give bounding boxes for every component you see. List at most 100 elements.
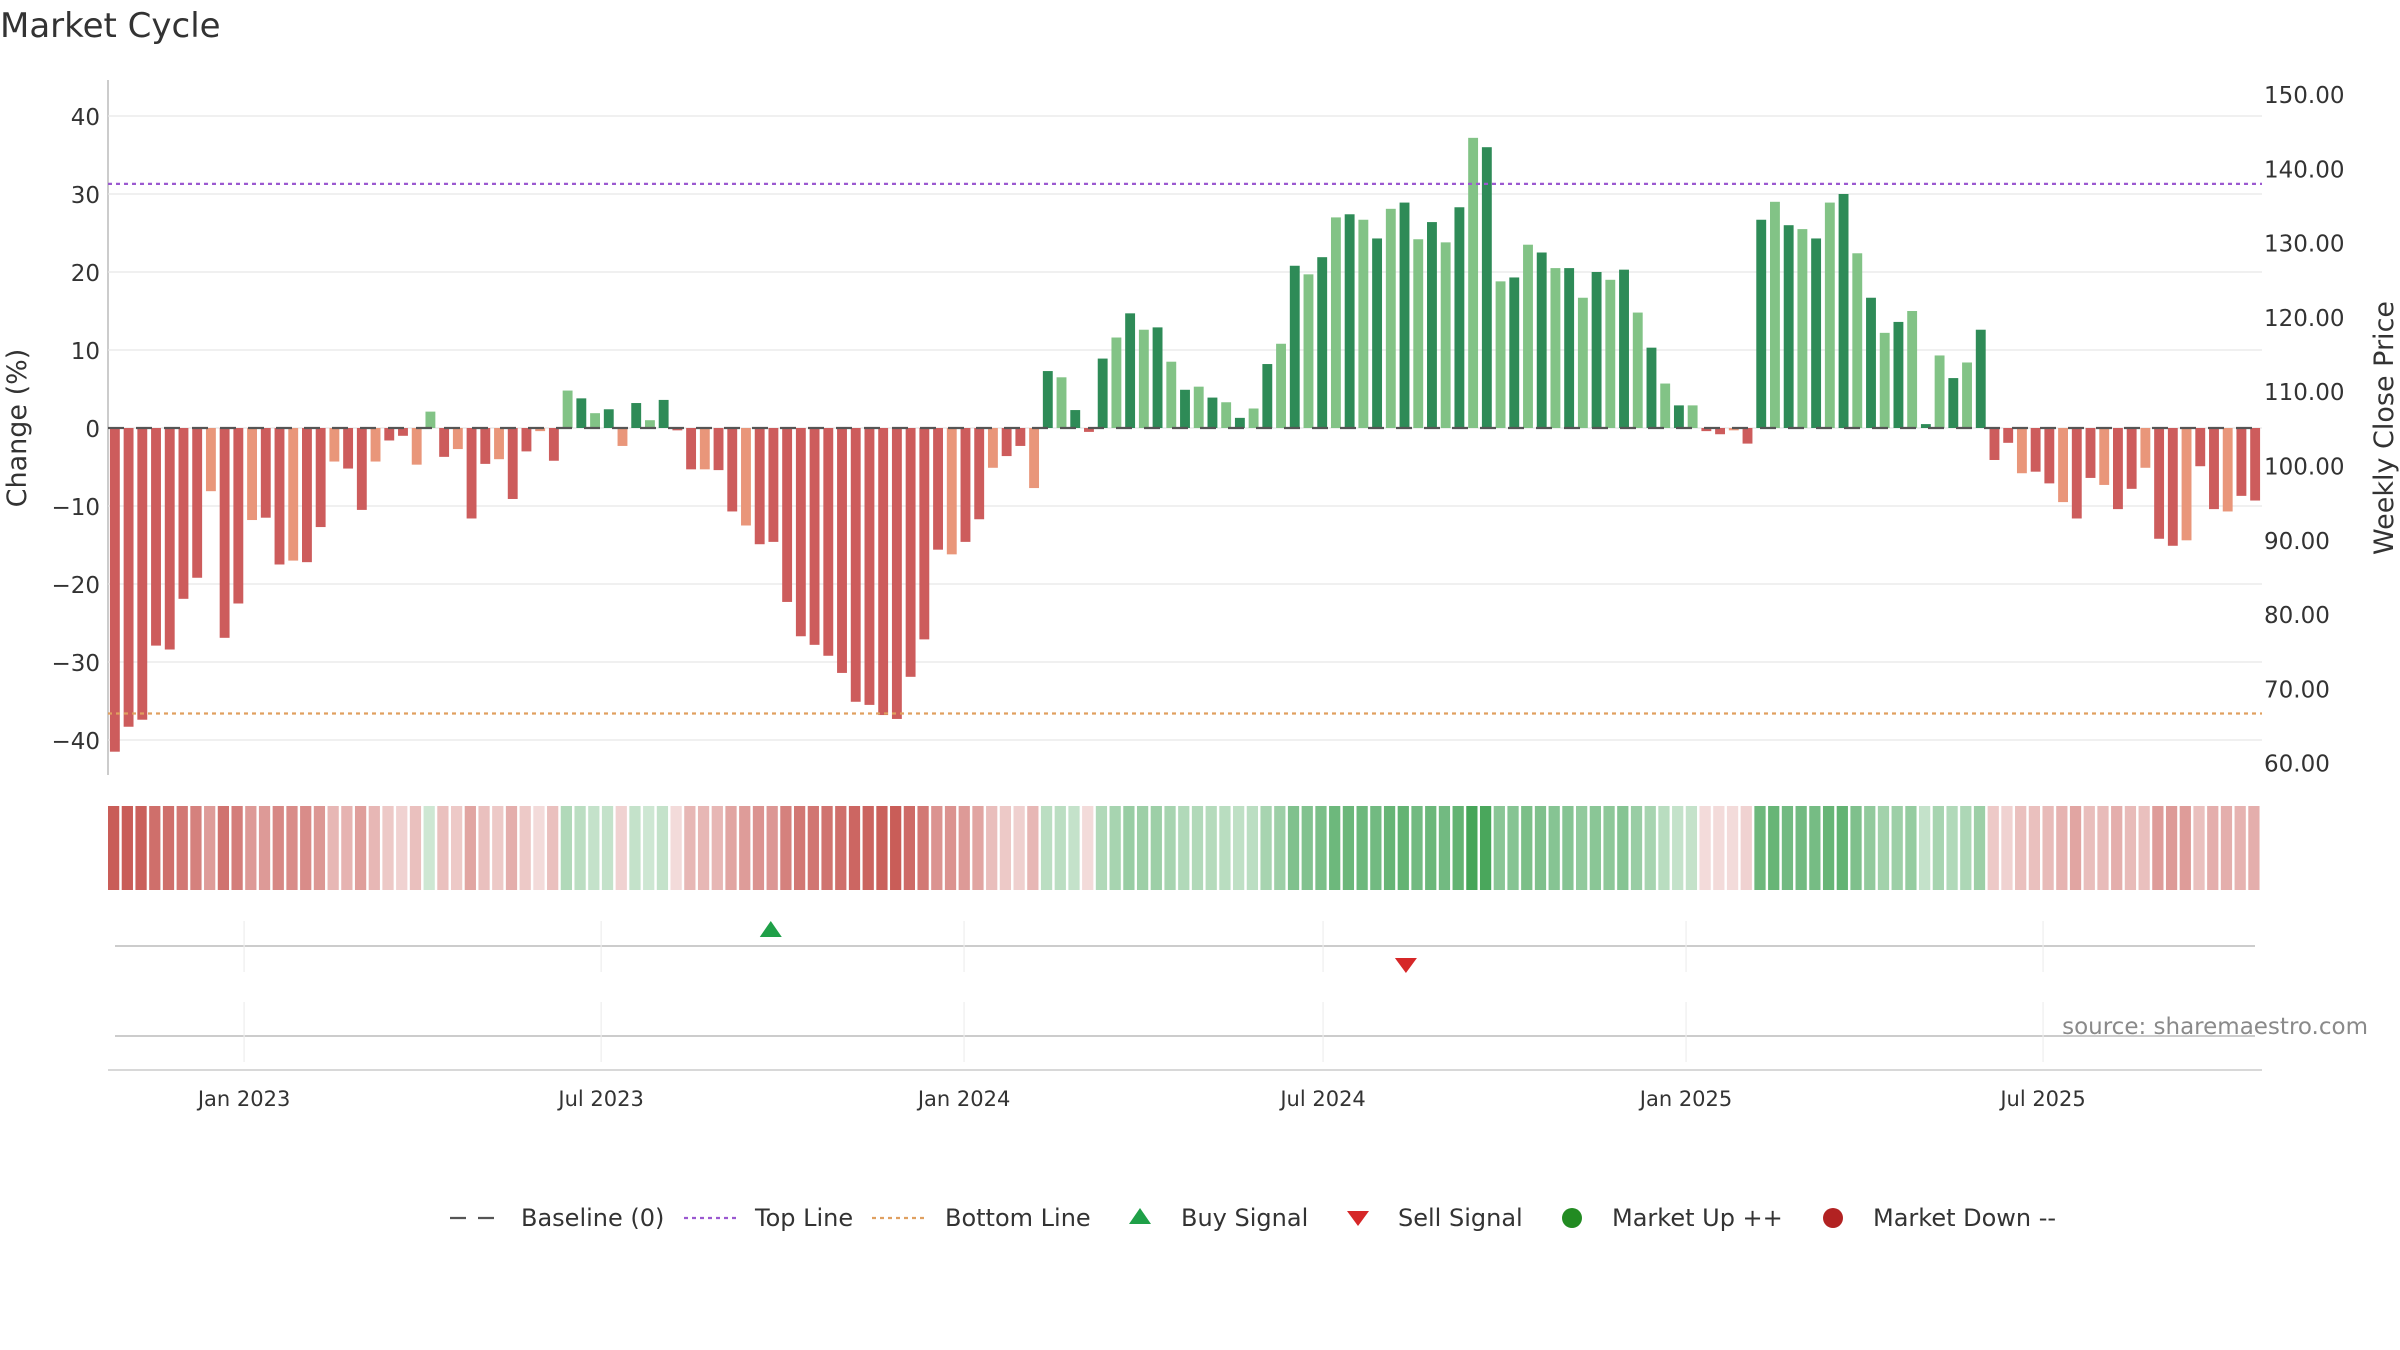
heat-cell <box>1850 806 1862 890</box>
heat-cell <box>1013 806 1025 890</box>
heat-cell <box>2069 806 2082 890</box>
bar <box>2209 428 2219 510</box>
heat-cell <box>1534 806 1547 890</box>
bar <box>1084 428 1094 432</box>
bar <box>1646 347 1657 428</box>
bar <box>1893 321 1904 428</box>
bar <box>247 428 257 521</box>
heat-cell <box>2111 806 2123 890</box>
heat-cell <box>1877 806 1890 890</box>
heat-cell <box>931 806 943 890</box>
legend-label: Bottom Line <box>945 1204 1091 1232</box>
heat-cell <box>1095 806 1108 890</box>
bar <box>850 428 861 702</box>
heat-cell <box>766 806 778 890</box>
heat-cell <box>1246 806 1258 890</box>
heat-cell <box>958 806 970 890</box>
heat-cell <box>1329 806 1341 890</box>
heat-cell <box>1425 806 1437 890</box>
heat-cell <box>1109 806 1121 890</box>
y2-tick-label: 100.00 <box>2264 455 2344 481</box>
bar <box>2181 428 2192 541</box>
x-tick-label: Jul 2023 <box>556 1087 643 1111</box>
bar <box>1783 225 1794 428</box>
bar <box>480 428 491 464</box>
legend-market-down-marker <box>1823 1208 1843 1228</box>
chart-title: Market Cycle <box>0 6 221 46</box>
bar <box>1907 311 1918 428</box>
bar <box>260 428 271 518</box>
bar <box>1975 329 1986 428</box>
y2-tick-label: 140.00 <box>2264 157 2344 183</box>
bar <box>494 428 504 460</box>
y-tick-label: 40 <box>71 105 100 131</box>
y-tick-label: −40 <box>51 729 100 755</box>
heat-cell <box>1768 806 1780 890</box>
heat-cell <box>245 806 257 890</box>
heat-cell <box>2001 806 2013 890</box>
bar <box>1289 265 1300 428</box>
heat-cell <box>1699 806 1711 890</box>
heat-strip <box>108 806 2260 890</box>
heat-cell <box>1589 806 1601 890</box>
bar <box>356 428 367 510</box>
y-axis-label: Change (%) <box>2 349 33 508</box>
heat-cell <box>2124 806 2137 890</box>
heat-cell <box>2042 806 2054 890</box>
y-tick-label: −10 <box>51 495 100 521</box>
bar <box>2154 428 2165 539</box>
heat-cell <box>972 806 984 890</box>
legend-label: Baseline (0) <box>521 1204 664 1232</box>
heat-cell <box>1836 806 1848 890</box>
bar <box>987 428 998 468</box>
bar <box>1564 268 1575 428</box>
bar <box>1454 207 1465 428</box>
heat-cell <box>1603 806 1615 890</box>
y-tick-label: 20 <box>71 261 100 287</box>
heat-cell <box>505 806 518 890</box>
bar <box>823 428 834 656</box>
bar <box>425 411 436 428</box>
bar <box>548 428 559 461</box>
bar <box>1701 428 1712 432</box>
heat-cell <box>478 806 490 890</box>
heat-cell <box>121 806 133 890</box>
bar <box>1742 428 1753 444</box>
heat-cell <box>519 806 531 890</box>
legend-label: Top Line <box>754 1204 853 1232</box>
bar <box>974 428 985 520</box>
heat-cell <box>272 806 284 890</box>
bar <box>1934 355 1945 428</box>
heat-cell <box>1658 806 1670 890</box>
bar <box>1824 202 1835 428</box>
heat-cell <box>464 806 476 890</box>
bar <box>1193 386 1204 428</box>
bar <box>644 420 655 428</box>
y2-tick-label: 70.00 <box>2264 677 2330 703</box>
legend-label: Buy Signal <box>1181 1204 1308 1232</box>
bar <box>2140 428 2151 468</box>
heat-cell <box>492 806 504 890</box>
bar <box>466 428 477 519</box>
bar <box>782 428 793 602</box>
bar <box>1962 362 1972 428</box>
bar <box>2016 428 2027 474</box>
heat-cell <box>752 806 765 890</box>
y2-tick-label: 110.00 <box>2264 380 2344 406</box>
heat-cell <box>1672 806 1684 890</box>
heat-cell <box>1987 806 1999 890</box>
heat-cell <box>1040 806 1053 890</box>
bar <box>1619 269 1629 428</box>
bars-group <box>109 137 2261 752</box>
bar <box>1399 202 1410 428</box>
bar <box>384 428 395 441</box>
bar <box>878 428 889 716</box>
heat-cell <box>2220 806 2233 890</box>
y-tick-label: −20 <box>51 573 100 599</box>
heat-cell <box>162 806 175 890</box>
bar <box>1070 410 1081 428</box>
heat-cell <box>1685 806 1698 890</box>
heat-cell <box>2193 806 2205 890</box>
heat-cell <box>396 806 408 890</box>
bar <box>233 428 244 604</box>
